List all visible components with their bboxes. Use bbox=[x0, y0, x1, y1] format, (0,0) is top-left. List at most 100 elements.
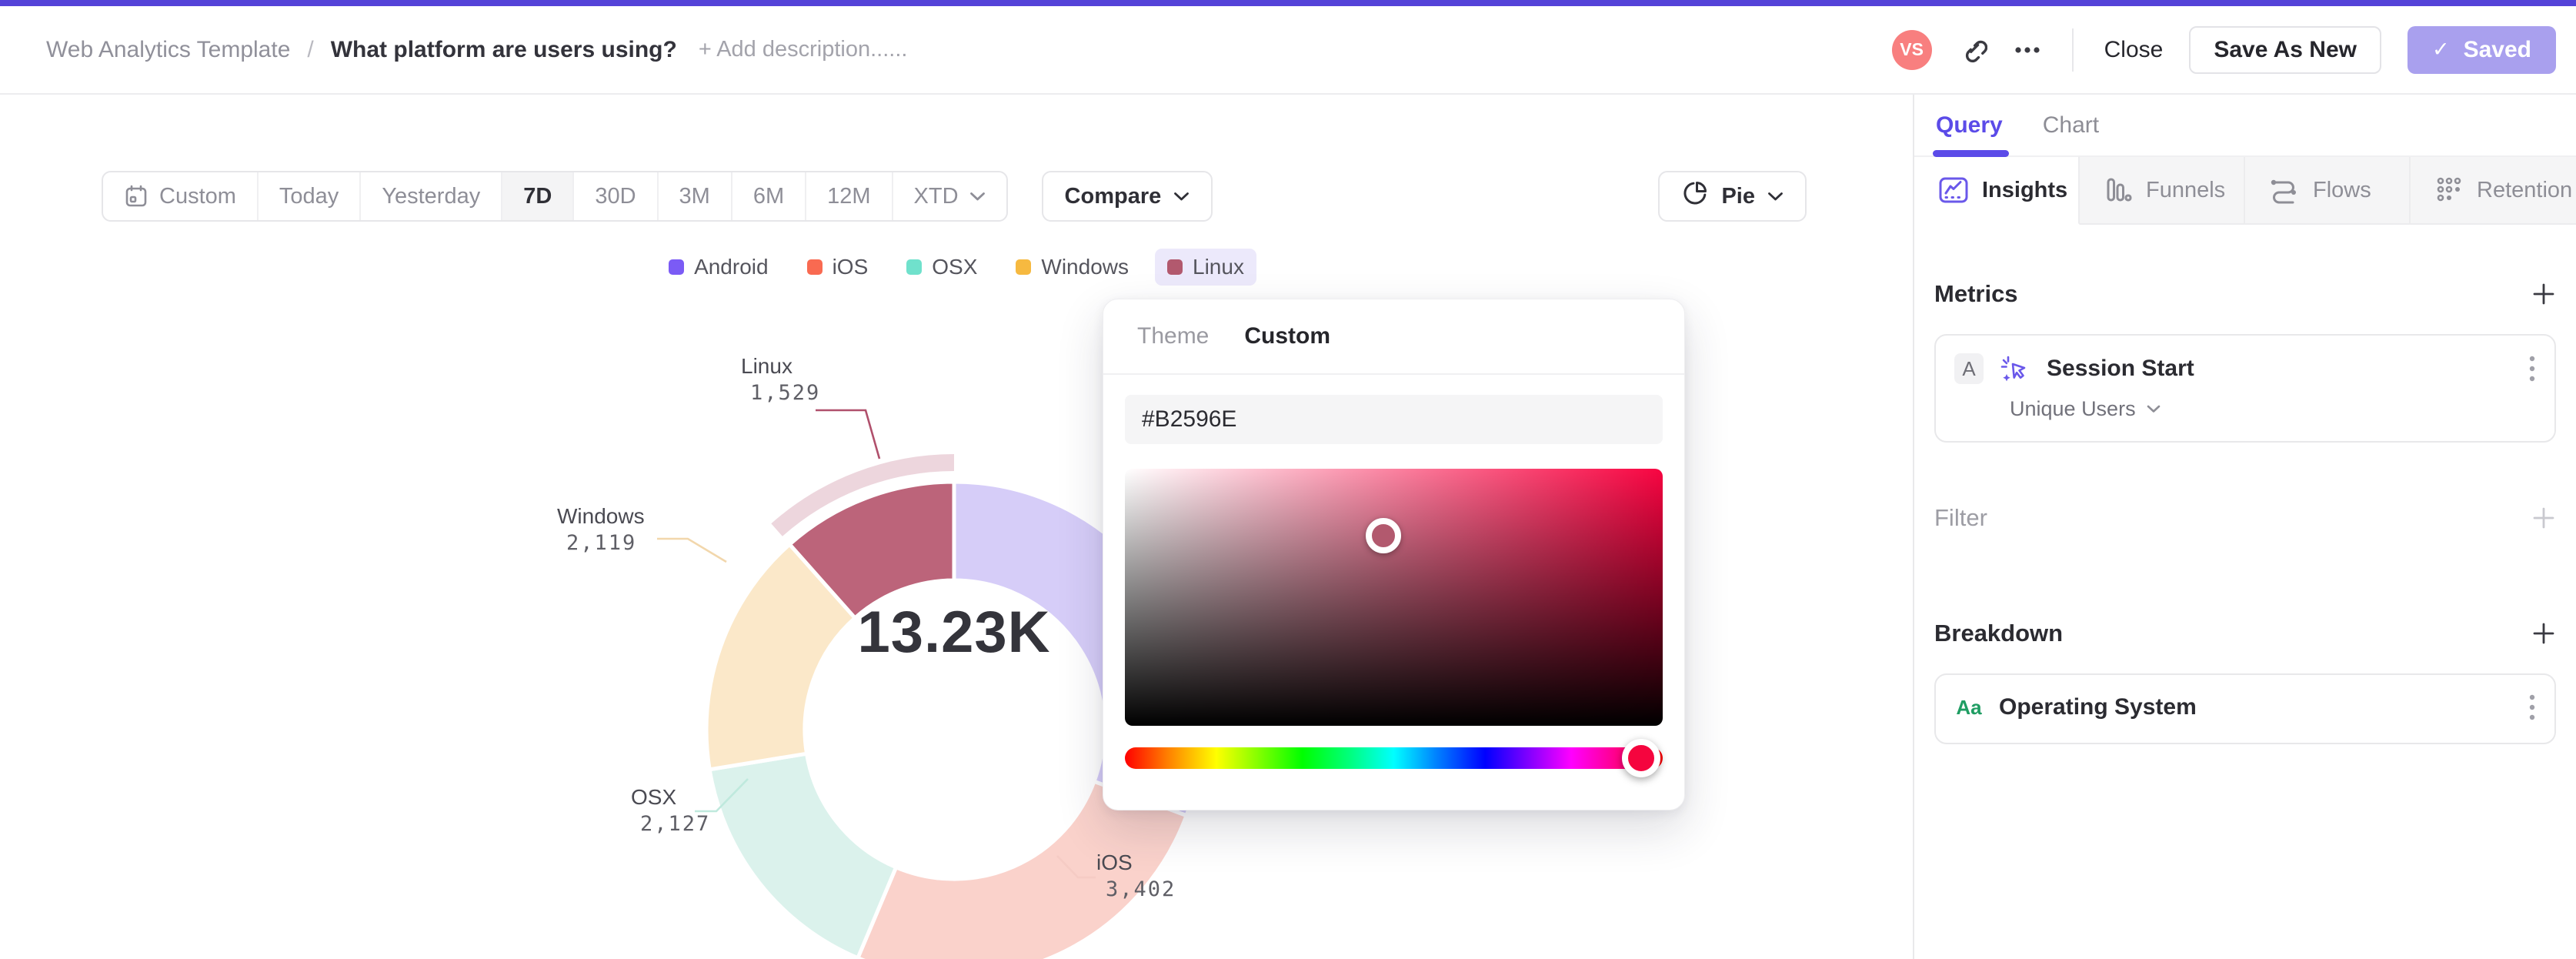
chart-legend: Android iOS OSX Windows Linux bbox=[0, 249, 1913, 286]
panel-tabs: Query Chart bbox=[1914, 95, 2576, 157]
date-range-xtd[interactable]: XTD bbox=[891, 172, 1006, 220]
breadcrumb-root[interactable]: Web Analytics Template bbox=[46, 36, 291, 62]
pie-label-name: OSX bbox=[631, 785, 677, 809]
pie-label-value: 1,529 bbox=[750, 381, 821, 405]
more-options-icon[interactable] bbox=[2014, 46, 2041, 54]
date-range-6m[interactable]: 6M bbox=[730, 172, 805, 220]
legend-item-ios[interactable]: iOS bbox=[795, 249, 881, 286]
add-breakdown-icon[interactable] bbox=[2531, 621, 2556, 646]
pie-label-linux: Linux 1,529 bbox=[741, 353, 820, 406]
pie-label-osx: OSX 2,127 bbox=[631, 784, 710, 837]
close-button[interactable]: Close bbox=[2104, 36, 2164, 62]
legend-item-windows[interactable]: Windows bbox=[1003, 249, 1141, 286]
color-picker-tab-custom[interactable]: Custom bbox=[1244, 323, 1331, 349]
date-range-12m[interactable]: 12M bbox=[805, 172, 891, 220]
view-type-tabs: Insights Funnels Flows Retention bbox=[1914, 157, 2576, 225]
gradient-cursor[interactable] bbox=[1365, 517, 1401, 553]
top-accent-bar bbox=[0, 0, 2576, 6]
hex-color-input[interactable]: #B2596E bbox=[1125, 395, 1663, 444]
legend-label: Windows bbox=[1041, 255, 1129, 279]
saturation-gradient-area[interactable] bbox=[1125, 469, 1663, 726]
pie-label-line bbox=[695, 778, 749, 813]
flows-icon bbox=[2268, 174, 2301, 206]
date-range-yesterday[interactable]: Yesterday bbox=[359, 172, 501, 220]
click-event-icon bbox=[1999, 353, 2031, 385]
save-as-new-button[interactable]: Save As New bbox=[2189, 25, 2381, 74]
legend-item-linux[interactable]: Linux bbox=[1155, 249, 1256, 286]
metrics-section-header: Metrics bbox=[1934, 280, 2556, 308]
chart-toolbar: Custom Today Yesterday 7D 30D 3M 6M 12M XTD Comp… bbox=[102, 171, 1807, 222]
insights-icon bbox=[1937, 174, 1970, 206]
saved-button-label: Saved bbox=[2463, 36, 2531, 62]
view-tab-label: Insights bbox=[1982, 177, 2068, 202]
filter-section-header: Filter bbox=[1934, 504, 2556, 532]
date-range-label: 3M bbox=[679, 183, 710, 209]
chart-type-button[interactable]: Pie bbox=[1658, 171, 1807, 222]
chevron-down-icon bbox=[2147, 405, 2161, 413]
date-range-label: XTD bbox=[913, 183, 959, 209]
legend-item-android[interactable]: Android bbox=[656, 249, 781, 286]
pie-slice-halo bbox=[771, 454, 954, 536]
avatar[interactable]: VS bbox=[1891, 29, 1932, 70]
hue-slider-thumb[interactable] bbox=[1622, 739, 1661, 777]
date-range-30d[interactable]: 30D bbox=[572, 172, 656, 220]
pie-label-value: 2,119 bbox=[566, 531, 637, 555]
view-tab-insights[interactable]: Insights bbox=[1914, 157, 2080, 225]
pie-slice-windows[interactable] bbox=[704, 542, 857, 772]
color-picker-tab-theme[interactable]: Theme bbox=[1137, 323, 1210, 349]
legend-swatch bbox=[906, 259, 923, 275]
pie-label-name: iOS bbox=[1096, 850, 1133, 874]
add-description-button[interactable]: + Add description...... bbox=[698, 37, 908, 62]
saved-button[interactable]: ✓ Saved bbox=[2407, 25, 2556, 74]
chevron-down-icon bbox=[1173, 192, 1190, 202]
metric-menu-icon[interactable] bbox=[2528, 355, 2536, 383]
panel-tab-chart[interactable]: Chart bbox=[2042, 112, 2100, 138]
legend-swatch bbox=[806, 259, 823, 275]
view-tab-funnels[interactable]: Funnels bbox=[2080, 157, 2245, 225]
pie-label-line bbox=[816, 409, 881, 459]
breakdown-name[interactable]: Operating System bbox=[1999, 694, 2197, 720]
copy-link-icon[interactable] bbox=[1958, 35, 1987, 65]
legend-item-osx[interactable]: OSX bbox=[894, 249, 989, 286]
pie-slice-osx[interactable] bbox=[707, 751, 899, 959]
add-filter-icon[interactable] bbox=[2531, 506, 2556, 530]
date-range-today[interactable]: Today bbox=[256, 172, 359, 220]
view-tab-flows[interactable]: Flows bbox=[2245, 157, 2411, 225]
legend-label: Linux bbox=[1193, 255, 1244, 279]
pie-slice-ios[interactable] bbox=[856, 779, 1189, 959]
hue-slider[interactable] bbox=[1125, 739, 1663, 777]
pie-label-value: 3,402 bbox=[1106, 877, 1176, 901]
pie-slice-linux[interactable] bbox=[787, 480, 956, 620]
legend-label: iOS bbox=[832, 255, 869, 279]
add-metric-icon[interactable] bbox=[2531, 282, 2556, 306]
view-tab-retention[interactable]: Retention bbox=[2411, 157, 2576, 225]
compare-button[interactable]: Compare bbox=[1041, 171, 1213, 222]
page-title[interactable]: What platform are users using? bbox=[330, 36, 677, 62]
metric-name[interactable]: Session Start bbox=[2047, 356, 2194, 381]
breakdown-card[interactable]: Aa Operating System bbox=[1934, 673, 2556, 744]
date-range-label: 12M bbox=[827, 183, 871, 209]
pie-label-name: Linux bbox=[741, 354, 792, 378]
color-picker-popup: Theme Custom #B2596E bbox=[1103, 299, 1685, 810]
legend-label: Android bbox=[694, 255, 769, 279]
date-range-7d[interactable]: 7D bbox=[501, 172, 573, 220]
aggregation-selector[interactable]: Unique Users bbox=[2010, 397, 2536, 421]
chart-canvas-area: Custom Today Yesterday 7D 30D 3M 6M 12M XTD Comp… bbox=[0, 95, 1913, 959]
breakdown-section-header: Breakdown bbox=[1934, 620, 2556, 647]
metric-letter-badge: A bbox=[1954, 353, 1984, 384]
pie-chart-icon bbox=[1681, 179, 1709, 213]
query-side-panel: Query Chart Insights Funnels Flows Retention… bbox=[1913, 95, 2576, 959]
panel-tab-query[interactable]: Query bbox=[1933, 95, 2009, 157]
date-range-custom[interactable]: Custom bbox=[103, 172, 257, 220]
metric-card[interactable]: A Session Start Unique Users bbox=[1934, 334, 2556, 443]
pie-label-ios: iOS 3,402 bbox=[1096, 849, 1176, 903]
breakdown-menu-icon[interactable] bbox=[2528, 693, 2536, 721]
retention-icon bbox=[2434, 175, 2464, 206]
legend-label: OSX bbox=[932, 255, 978, 279]
date-range-3m[interactable]: 3M bbox=[656, 172, 731, 220]
check-icon: ✓ bbox=[2431, 38, 2450, 61]
calendar-icon bbox=[124, 184, 148, 209]
metrics-heading: Metrics bbox=[1934, 280, 2018, 307]
breadcrumb-separator: / bbox=[307, 36, 314, 62]
